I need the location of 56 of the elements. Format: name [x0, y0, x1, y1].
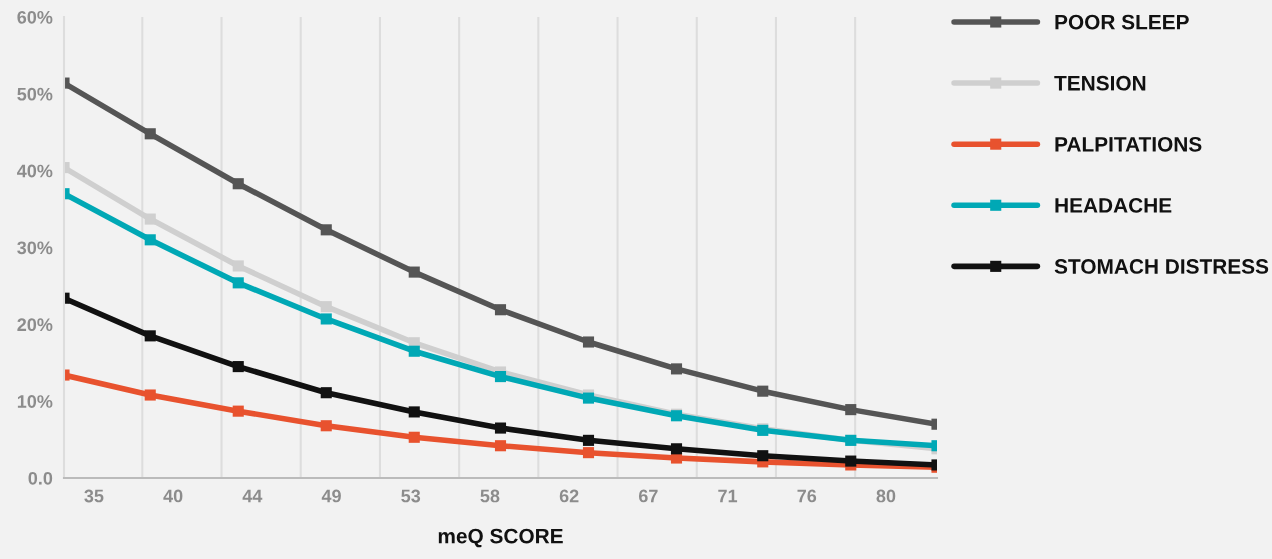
legend-label: POOR SLEEP — [1055, 14, 1189, 30]
x-tick-label: 53 — [401, 489, 421, 503]
point — [232, 178, 244, 190]
y-tick-label: 50% — [17, 87, 53, 101]
point — [845, 404, 857, 416]
point — [232, 277, 244, 289]
point — [494, 371, 507, 383]
point — [408, 406, 420, 418]
point — [582, 434, 595, 446]
point — [232, 361, 244, 373]
point — [144, 213, 156, 225]
x-tick-label: 40 — [163, 489, 183, 503]
point — [408, 431, 420, 443]
x-tick-label: 58 — [480, 489, 500, 503]
legend-label: TENSION — [1054, 75, 1146, 91]
point — [845, 455, 857, 467]
y-tick-label: 10% — [17, 395, 53, 408]
x-tick-label: 71 — [718, 489, 738, 503]
point — [408, 266, 420, 278]
point — [320, 313, 332, 325]
point — [494, 304, 507, 316]
point — [757, 385, 769, 397]
x-tick-label: 44 — [242, 489, 263, 503]
x-tick-label: 35 — [84, 489, 104, 503]
x-tick-label: 49 — [321, 489, 341, 503]
y-tick-label: 0.0 — [28, 471, 53, 485]
point — [232, 260, 244, 272]
y-tick-label: 60% — [17, 10, 53, 24]
x-tick-label: 67 — [638, 489, 658, 503]
point — [320, 387, 332, 399]
legend-label: STOMACH DISTRESS — [1054, 259, 1269, 274]
point — [494, 422, 507, 434]
x-tick-label: 76 — [797, 489, 817, 503]
x-axis-title: meQ SCORE — [438, 528, 563, 548]
point — [144, 128, 156, 140]
point — [320, 420, 332, 432]
point — [320, 224, 332, 236]
point — [582, 447, 595, 459]
point — [144, 389, 156, 401]
point — [232, 405, 244, 417]
y-tick-label: 40% — [17, 164, 53, 178]
y-tick-label: 30% — [17, 241, 53, 255]
y-tick-label: 20% — [17, 318, 53, 332]
point — [494, 440, 507, 452]
point — [320, 301, 332, 313]
point — [408, 345, 420, 357]
point — [144, 330, 156, 342]
x-tick-label: 80 — [876, 489, 896, 503]
point — [144, 234, 156, 246]
legend-label: PALPITATIONS — [1055, 136, 1202, 152]
legend-label: HEADACHE — [1055, 198, 1172, 213]
point — [670, 363, 683, 375]
point — [582, 336, 595, 348]
point — [670, 443, 683, 455]
x-tick-label: 62 — [559, 489, 579, 503]
point — [757, 450, 769, 462]
